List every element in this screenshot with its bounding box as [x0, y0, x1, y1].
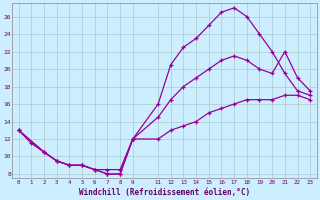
X-axis label: Windchill (Refroidissement éolien,°C): Windchill (Refroidissement éolien,°C)	[79, 188, 250, 197]
